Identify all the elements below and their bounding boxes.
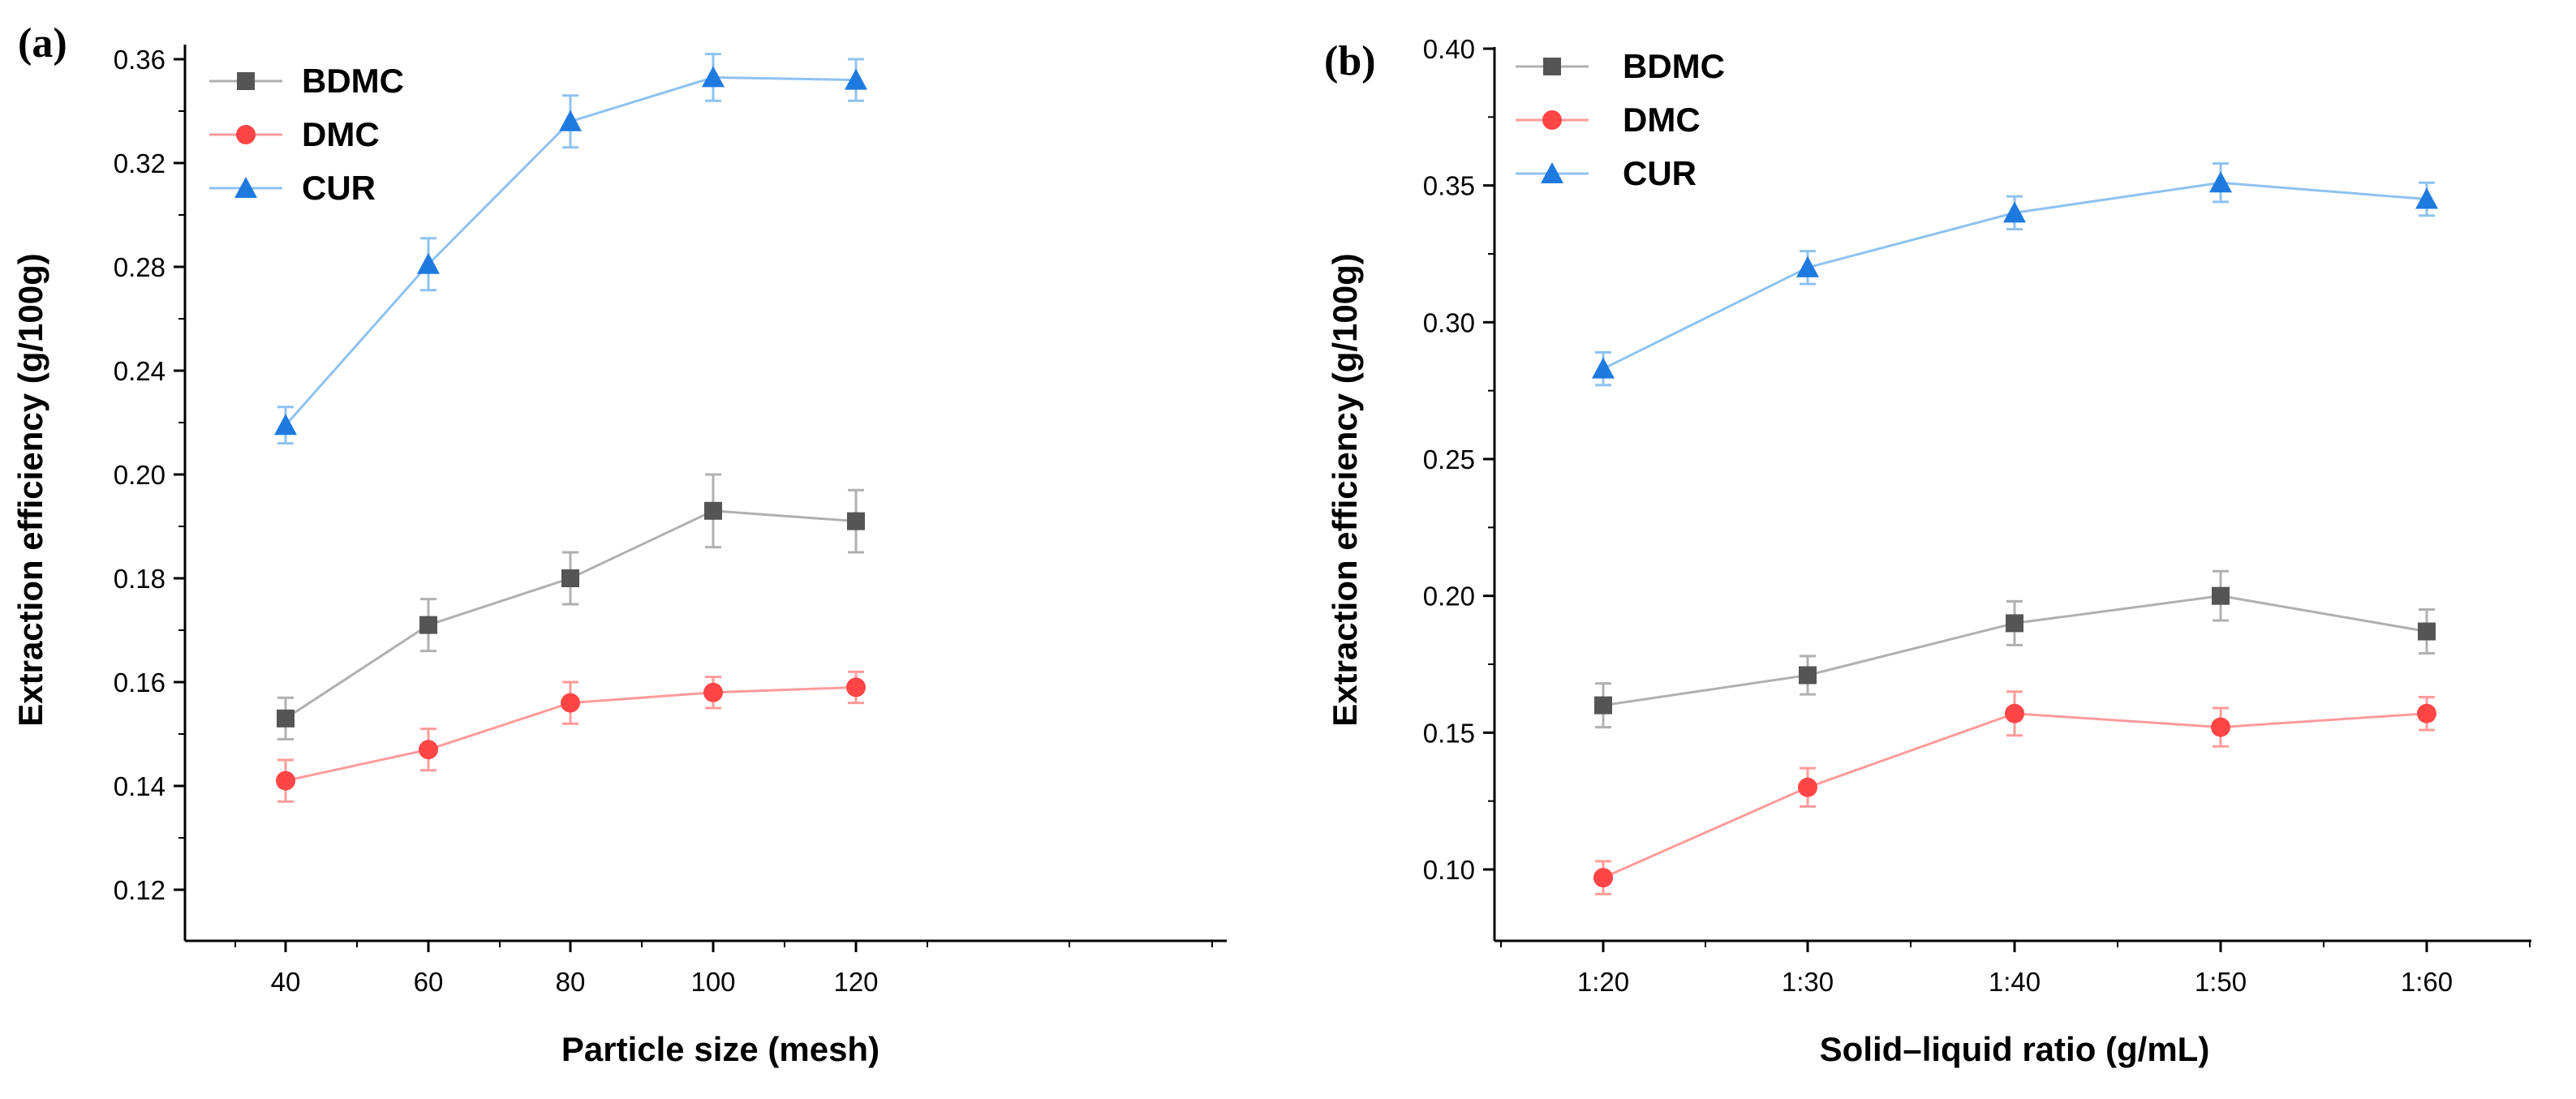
data-point-bdmc-1-50 (2212, 586, 2230, 605)
panel-b-label: (b) (1324, 38, 1376, 84)
x-tick-label-40: 40 (271, 967, 301, 997)
y-tick-label-0-40: 0.40 (1423, 34, 1475, 64)
x-tick-label-60: 60 (414, 967, 444, 997)
legend-marker-bdmc (237, 72, 255, 90)
panel-a-label: (a) (18, 20, 67, 67)
series-bdmc (277, 473, 865, 741)
y-tick-label-0-24: 0.24 (114, 356, 166, 386)
legend-label-bdmc: BDMC (1623, 47, 1725, 85)
panel-a-y-ticks: 0.12 0.14 0.16 0.18 0.20 0.24 0.28 0.32 0.36 (114, 45, 185, 905)
x-tick-label-1-60: 1:60 (2401, 967, 2453, 997)
data-point-cur-1-50 (2209, 171, 2232, 193)
y-tick-label-0-32: 0.32 (114, 148, 166, 178)
panel-b-x-ticks: 1:20 1:30 1:40 1:50 1:60 (1500, 941, 2531, 997)
series-bdmc (1594, 569, 2436, 729)
data-point-cur-1-20 (1592, 357, 1615, 379)
panel-b-y-axis-title: Extraction efficiency (g/100g) (1326, 253, 1364, 727)
series-line-dmc (1602, 712, 2428, 879)
data-point-bdmc-1-60 (2418, 622, 2436, 641)
y-tick-label-0-15: 0.15 (1423, 718, 1475, 748)
data-point-dmc-40 (276, 771, 295, 791)
data-point-dmc-1-40 (2005, 703, 2024, 723)
x-tick-label-1-20: 1:20 (1577, 967, 1629, 997)
legend-label-cur: CUR (1623, 154, 1697, 192)
panel-b-series (1592, 162, 2438, 895)
y-tick-label-0-12: 0.12 (114, 875, 166, 905)
data-point-bdmc-40 (277, 709, 295, 728)
y-tick-label-0-18: 0.18 (114, 564, 166, 594)
data-point-cur-100 (702, 66, 725, 88)
x-tick-label-80: 80 (556, 967, 586, 997)
data-point-cur-60 (417, 252, 440, 274)
data-point-dmc-60 (419, 740, 438, 760)
panel-b-x-axis-title: Solid–liquid ratio (g/mL) (1820, 1030, 2210, 1068)
data-point-cur-80 (559, 109, 582, 131)
panel-a-x-axis-title: Particle size (mesh) (561, 1030, 879, 1068)
panel-b-legend: BDMC DMC CUR (1516, 47, 1725, 192)
data-point-bdmc-100 (704, 501, 722, 520)
x-tick-label-1-40: 1:40 (1989, 967, 2041, 997)
y-tick-label-0-20: 0.20 (114, 460, 166, 490)
legend-marker-bdmc (1543, 58, 1561, 75)
data-point-bdmc-120 (847, 512, 865, 530)
x-tick-label-1-50: 1:50 (2195, 967, 2247, 997)
x-tick-label-120: 120 (833, 967, 878, 997)
data-point-dmc-1-50 (2211, 717, 2230, 737)
legend-item-bdmc: BDMC (209, 62, 404, 100)
panel-b-y-ticks: 0.10 0.15 0.20 0.25 0.30 0.35 0.40 (1423, 34, 1494, 885)
legend-item-dmc: DMC (209, 115, 380, 153)
legend-label-dmc: DMC (302, 115, 380, 153)
y-tick-label-0-20: 0.20 (1423, 582, 1475, 612)
legend-item-cur: CUR (1516, 154, 1697, 192)
data-point-cur-1-40 (2003, 201, 2026, 223)
y-tick-label-0-35: 0.35 (1423, 171, 1475, 201)
legend-item-bdmc: BDMC (1516, 47, 1725, 85)
y-tick-label-0-28: 0.28 (114, 252, 166, 282)
data-point-bdmc-80 (561, 569, 579, 587)
panel-a-legend: BDMC DMC CUR (209, 62, 404, 207)
x-tick-label-100: 100 (690, 967, 735, 997)
data-point-dmc-1-20 (1593, 868, 1613, 888)
panel-a: (a) 0.12 0.14 0.16 0.18 0.20 0.24 0.28 0.32 0.36… (11, 20, 1227, 1068)
y-tick-label-0-36: 0.36 (114, 45, 166, 75)
data-point-cur-1-30 (1796, 255, 1819, 277)
data-point-cur-1-60 (2415, 187, 2438, 209)
x-tick-label-1-30: 1:30 (1782, 967, 1834, 997)
y-tick-label-0-25: 0.25 (1423, 444, 1475, 474)
data-point-bdmc-1-40 (2006, 614, 2023, 633)
panel-a-x-ticks: 40 60 80 100 120 (234, 941, 1213, 997)
y-tick-label-0-10: 0.10 (1423, 855, 1475, 885)
data-point-dmc-1-30 (1798, 777, 1817, 797)
legend-label-dmc: DMC (1623, 101, 1701, 139)
legend-marker-dmc (1542, 110, 1562, 130)
panel-a-series (274, 53, 867, 803)
data-point-dmc-80 (561, 693, 580, 713)
panel-a-y-axis-title: Extraction efficiency (g/100g) (11, 253, 49, 727)
legend-item-dmc: DMC (1516, 101, 1701, 139)
y-tick-label-0-16: 0.16 (114, 668, 166, 698)
legend-marker-cur (1541, 162, 1563, 183)
legend-label-bdmc: BDMC (302, 62, 404, 100)
data-point-bdmc-1-30 (1799, 666, 1817, 685)
series-dmc (1593, 690, 2436, 895)
data-point-cur-40 (274, 414, 297, 436)
legend-marker-dmc (236, 125, 256, 144)
series-cur (274, 53, 867, 445)
data-point-dmc-120 (846, 677, 866, 698)
data-point-dmc-100 (703, 682, 723, 702)
y-tick-label-0-30: 0.30 (1423, 307, 1475, 337)
data-point-cur-120 (845, 68, 867, 90)
series-cur (1592, 162, 2438, 387)
legend-label-cur: CUR (302, 169, 376, 207)
panel-b: (b) 0.10 0.15 0.20 0.25 0.30 0.35 0.40 1:20 1:3… (1324, 34, 2531, 1068)
data-point-bdmc-1-20 (1594, 696, 1612, 715)
series-dmc (276, 670, 866, 803)
legend-marker-cur (234, 177, 257, 198)
data-point-dmc-1-60 (2417, 703, 2436, 723)
legend-item-cur: CUR (209, 169, 376, 207)
y-tick-label-0-14: 0.14 (114, 771, 166, 801)
data-point-bdmc-60 (419, 616, 437, 634)
